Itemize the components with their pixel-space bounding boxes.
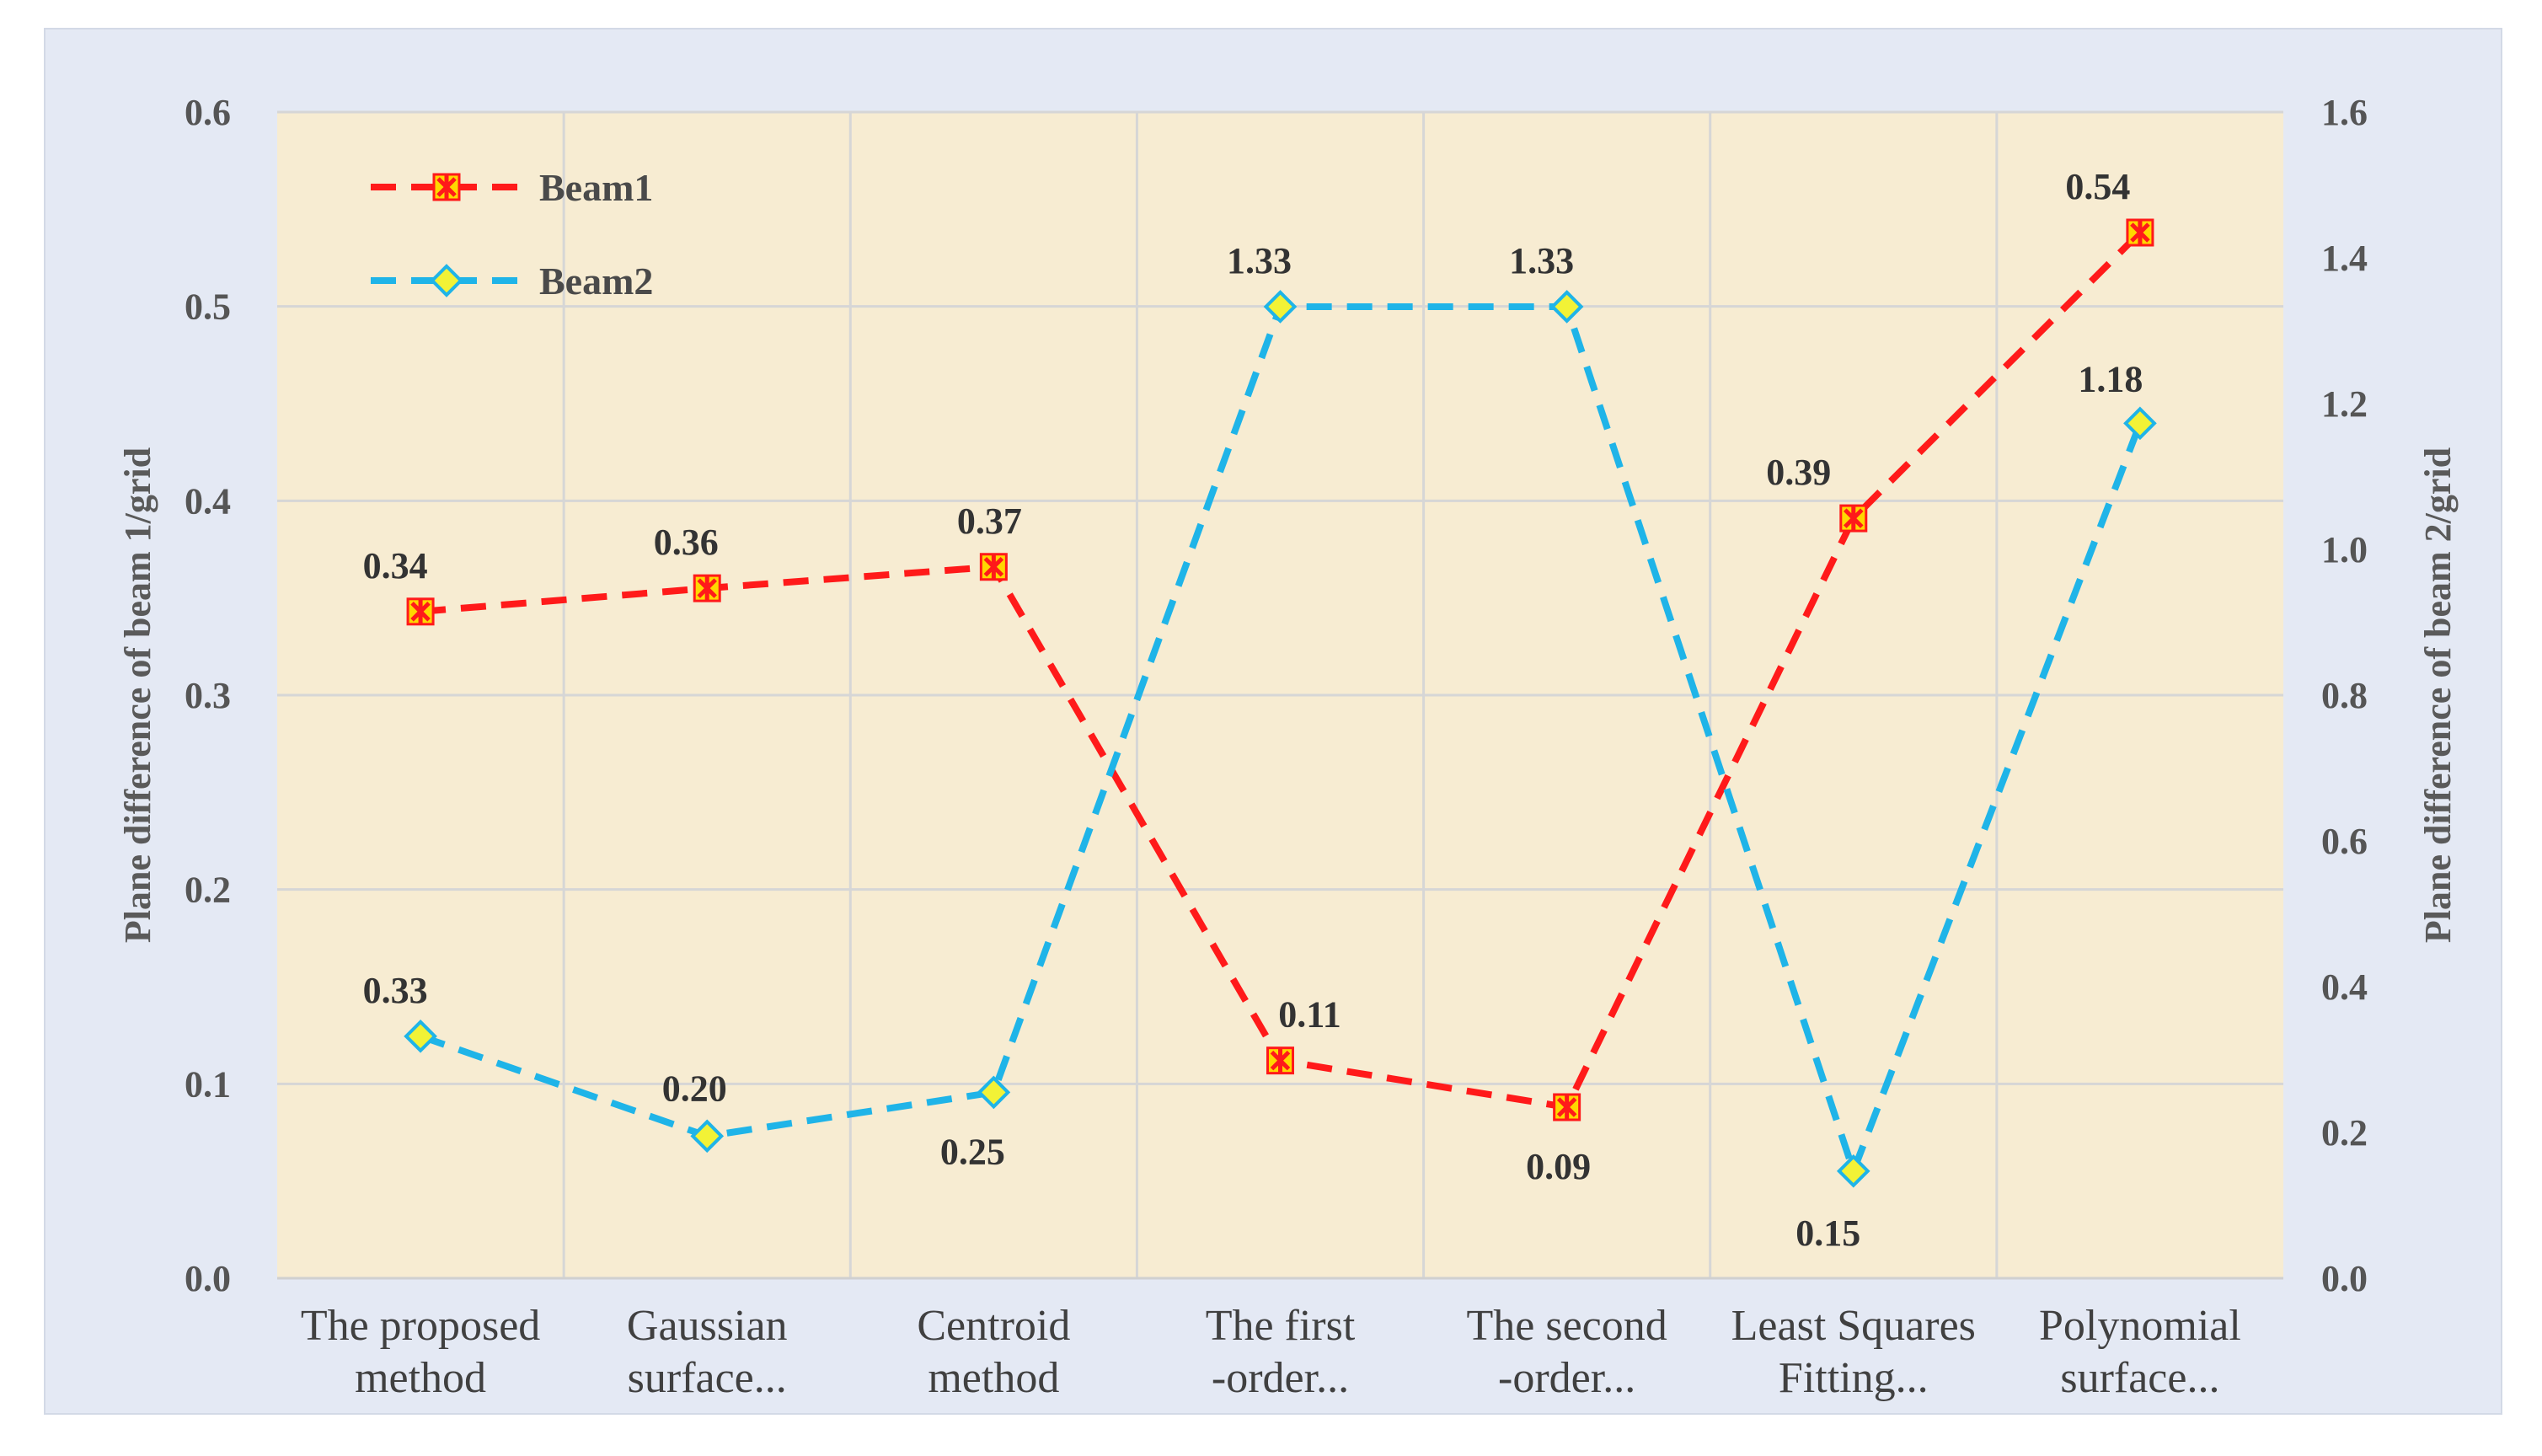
x-axis-category-label: Least Squares <box>1731 1302 1976 1350</box>
left-axis-tick-label: 0.4 <box>185 480 231 522</box>
x-axis-category-label: The second <box>1467 1302 1667 1350</box>
data-point-beam2 <box>1549 290 1584 324</box>
data-label-beam1: 0.09 <box>1526 1146 1591 1187</box>
data-point-beam2 <box>2123 406 2157 441</box>
x-axis-category-label: The first <box>1206 1302 1356 1350</box>
legend-label-beam2: Beam2 <box>539 260 653 302</box>
marker-cross <box>436 174 457 200</box>
data-point-beam2 <box>977 1075 1011 1110</box>
left-axis-tick-label: 0.1 <box>185 1063 231 1105</box>
x-axis-category-label: surface... <box>2060 1354 2219 1402</box>
data-label-beam2: 1.33 <box>1227 240 1292 281</box>
left-axis-tick-label: 0.2 <box>185 870 231 911</box>
right-axis-tick-label: 0.6 <box>2321 821 2368 862</box>
legend-label-beam1: Beam1 <box>539 166 653 209</box>
right-axis-tick-label: 1.4 <box>2321 238 2368 279</box>
data-point-beam1 <box>979 553 1008 581</box>
data-label-beam1: 0.54 <box>2065 166 2130 207</box>
left-axis-tick-label: 0.0 <box>185 1258 231 1299</box>
data-point-beam2 <box>1263 290 1298 324</box>
data-label-beam1: 0.34 <box>363 545 428 586</box>
right-axis-tick-label: 0.8 <box>2321 675 2368 716</box>
data-point-beam1 <box>2126 218 2154 247</box>
legend-marker-beam2 <box>430 264 463 297</box>
right-axis-tick-label: 1.6 <box>2321 92 2368 133</box>
data-label-beam1: 0.11 <box>1278 994 1341 1036</box>
x-axis-category-label: Gaussian <box>627 1302 788 1350</box>
data-label-beam2: 0.15 <box>1795 1212 1860 1254</box>
data-label-beam1: 0.39 <box>1766 452 1831 493</box>
x-axis-category-label: surface... <box>628 1354 787 1402</box>
left-axis-tick-label: 0.6 <box>185 92 231 133</box>
marker-cross <box>410 598 431 624</box>
left-axis-tick-label: 0.3 <box>185 675 231 716</box>
legend-marker-beam1 <box>432 173 461 201</box>
data-point-beam1 <box>1553 1093 1581 1121</box>
data-label-beam2: 1.18 <box>2078 358 2143 399</box>
data-point-beam2 <box>1836 1154 1870 1188</box>
x-axis-category-label: method <box>928 1354 1059 1402</box>
right-axis-tick-label: 0.0 <box>2321 1258 2368 1299</box>
right-axis-tick-label: 0.4 <box>2321 966 2368 1008</box>
data-label-beam1: 0.36 <box>654 522 719 563</box>
data-label-beam2: 1.33 <box>1509 240 1574 281</box>
marker-cross <box>1844 506 1864 532</box>
x-axis-category-label: The proposed <box>301 1302 540 1350</box>
right-axis-tick-label: 1.0 <box>2321 529 2368 570</box>
data-point-beam1 <box>693 574 721 602</box>
x-axis-category-label: -order... <box>1212 1354 1349 1402</box>
data-label-beam1: 0.37 <box>957 500 1022 542</box>
x-axis-category-label: Polynomial <box>2039 1302 2241 1350</box>
data-point-beam2 <box>690 1119 725 1154</box>
right-axis-title: Plane difference of beam 2/grid <box>2417 447 2459 943</box>
x-axis-category-label: method <box>355 1354 486 1402</box>
data-point-beam1 <box>1839 504 1868 533</box>
marker-cross <box>983 554 1004 580</box>
marker-cross <box>1270 1047 1291 1073</box>
marker-cross <box>697 575 717 602</box>
data-label-beam2: 0.20 <box>662 1068 727 1109</box>
data-label-beam2: 0.33 <box>363 970 428 1011</box>
data-point-beam1 <box>406 597 435 626</box>
data-label-beam2: 0.25 <box>940 1131 1005 1172</box>
x-axis-category-label: -order... <box>1498 1354 1635 1402</box>
data-point-beam2 <box>404 1019 437 1053</box>
x-axis-category-label: Centroid <box>917 1302 1070 1350</box>
right-axis-tick-label: 1.2 <box>2321 383 2368 425</box>
marker-cross <box>1556 1095 1577 1121</box>
right-axis-tick-label: 0.2 <box>2321 1112 2368 1154</box>
marker-cross <box>2130 220 2150 246</box>
x-axis-category-label: Fitting... <box>1779 1354 1929 1402</box>
left-axis-title: Plane difference of beam 1/grid <box>117 447 158 943</box>
left-axis-tick-label: 0.5 <box>185 286 231 328</box>
data-point-beam1 <box>1266 1046 1294 1075</box>
